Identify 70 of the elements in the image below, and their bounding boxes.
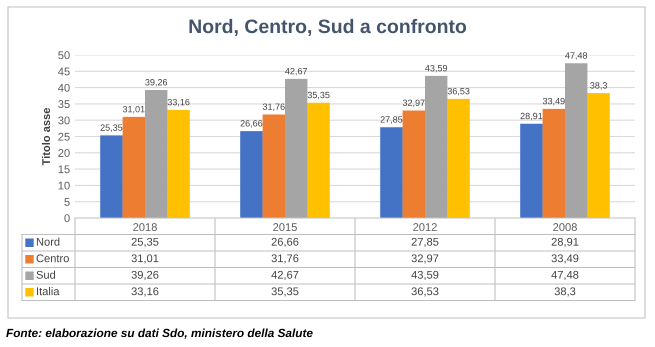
bar [285,78,308,218]
legend-label: Sud [36,270,56,279]
text: 36,53 [448,88,470,96]
x-tick-label: 2008 [553,223,577,232]
bar [587,93,610,218]
data-label: 31,01 [132,254,158,264]
bar [262,114,285,218]
text: 33,49 [542,98,565,106]
y-tick-label: 50 [58,51,70,60]
data-label: 43,59 [411,270,438,280]
x-tick-label: 2012 [413,223,437,232]
text: 25,35 [100,124,122,132]
text: 38,3 [590,82,607,90]
y-tick-label: 20 [58,149,70,157]
y-axis-title: Titolo asse [42,108,50,166]
text: 47,48 [565,52,588,60]
y-tick-label: 35 [58,100,70,108]
bar [520,124,543,218]
data-label: 39,26 [132,270,158,280]
data-label: 35,35 [272,287,298,297]
legend-label: Italia [37,287,60,296]
y-tick-label: 15 [58,165,70,174]
data-label: 38,3 [554,287,576,297]
text: 26,66 [240,120,262,128]
text: 39,26 [145,79,168,87]
text: 32,97 [402,100,425,108]
text: 42,67 [285,68,308,76]
y-tick-label: 5 [64,198,70,206]
y-tick-label: 40 [58,84,70,92]
data-label: 31,76 [272,254,298,264]
bar [167,110,190,218]
x-tick-label: 2015 [273,223,297,232]
y-tick-label: 0 [64,214,70,222]
text: 27,85 [380,116,402,124]
bar [145,90,168,218]
data-label: 33,49 [552,254,578,264]
bar [307,102,330,218]
text: 33,16 [168,98,190,106]
bar [542,108,565,218]
chart-title: Nord, Centro, Sud a confronto [189,18,466,36]
legend-label: Centro [36,254,69,262]
data-label: 33,16 [132,287,158,297]
x-tick-label: 2018 [133,223,157,232]
text: 31,76 [262,104,285,111]
data-label: 36,53 [412,287,438,297]
data-label: 32,97 [412,254,438,264]
bar [447,98,470,218]
data-label: 27,85 [412,238,438,248]
bar [425,76,448,218]
y-tick-label: 25 [58,132,70,141]
bar [122,116,145,218]
data-label: 25,35 [132,238,158,248]
data-label: 28,91 [552,238,578,248]
text: 28,91 [520,112,542,120]
source-note: Fonte: elaborazione su dati Sdo, ministero della Salute [6,328,313,339]
data-label: 26,66 [272,238,298,248]
data-label: 42,67 [271,270,298,280]
data-label: 47,48 [551,270,578,280]
y-tick-label: 45 [58,68,70,76]
bar [100,135,123,218]
bar [402,110,425,218]
legend-label: Nord [36,238,60,246]
bar [565,63,588,218]
bar [240,131,263,218]
bar [380,127,403,218]
text: 31,01 [122,106,145,114]
y-tick-label: 30 [58,116,70,124]
y-tick-label: 10 [58,182,70,190]
text: 35,35 [308,92,330,100]
text: 43,59 [425,64,448,72]
